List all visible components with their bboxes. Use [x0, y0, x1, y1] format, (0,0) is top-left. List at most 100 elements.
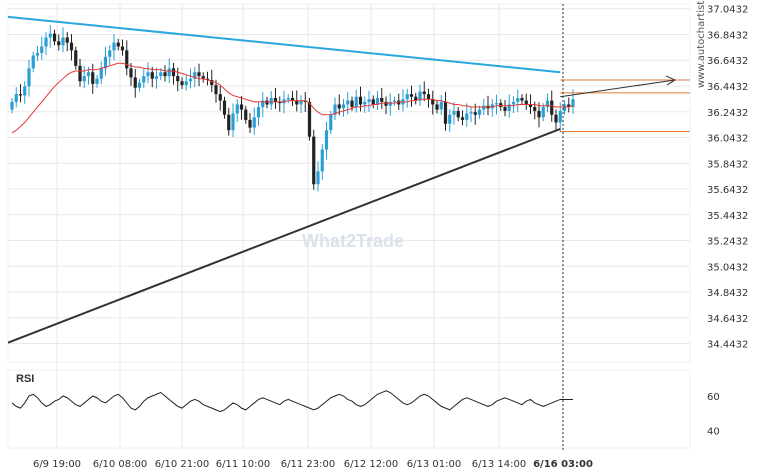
candle-body — [558, 110, 562, 123]
candle-body — [469, 112, 473, 114]
candle-body — [40, 46, 44, 53]
candle-body — [307, 101, 312, 137]
candle-body — [27, 68, 31, 87]
brand-text: www.autochartist.com — [696, 0, 707, 88]
breakout-arrow-head — [665, 75, 677, 86]
candle-body — [537, 110, 541, 118]
price-tick-label: 35.6432 — [707, 185, 748, 196]
candle-body — [409, 94, 414, 97]
candle-body — [448, 114, 452, 124]
rsi-line — [11, 390, 573, 413]
candle-body — [333, 104, 337, 115]
candle-body — [490, 104, 494, 109]
candle-body — [392, 100, 397, 102]
price-tick-label: 35.0432 — [707, 262, 748, 273]
time-tick-label: 6/13 14:00 — [472, 459, 526, 470]
candle-body — [146, 72, 150, 77]
candle-body — [61, 37, 65, 46]
upper-trend-line — [7, 15, 561, 74]
candle-body — [120, 46, 125, 51]
candle-body — [337, 104, 341, 109]
price-tick-label: 34.4432 — [707, 340, 748, 351]
candle-body — [273, 98, 278, 102]
candle-body — [282, 99, 286, 104]
candle-body — [533, 107, 537, 111]
candle-body — [163, 72, 167, 77]
candle-body — [133, 77, 137, 88]
candle-body — [239, 104, 244, 110]
candle-body — [74, 50, 78, 66]
candle-body — [477, 109, 482, 115]
rsi-panel-frame — [7, 369, 691, 449]
candle-body — [176, 76, 180, 82]
candle-body — [431, 99, 435, 105]
candle-body — [329, 114, 333, 131]
candle-body — [142, 76, 146, 83]
candle-body — [341, 104, 346, 109]
watermark-text: What2Trade — [302, 231, 404, 251]
candle-body — [125, 50, 129, 69]
candle-body — [418, 91, 422, 101]
candle-body — [116, 42, 120, 47]
candle-body — [316, 171, 320, 185]
candle-body — [571, 99, 575, 108]
candle-body — [567, 104, 571, 108]
candle-body — [69, 42, 74, 51]
candle-body — [269, 98, 273, 105]
candle-body — [103, 56, 108, 69]
candle-body — [465, 113, 469, 120]
price-tick-label: 36.0432 — [707, 134, 748, 145]
candle-body — [290, 98, 295, 101]
candle-body — [261, 100, 265, 108]
candle-body — [435, 104, 439, 110]
candle-body — [231, 113, 235, 131]
candle-body — [460, 117, 465, 120]
time-tick-label: 6/10 21:00 — [155, 459, 209, 470]
candle-body — [528, 104, 533, 108]
candle-body — [14, 94, 18, 102]
candle-body — [188, 78, 193, 82]
candle-body — [222, 100, 227, 115]
rsi-tick-label: 40 — [707, 427, 720, 438]
candle-body — [286, 98, 290, 100]
candle-body — [405, 94, 409, 100]
candle-body — [31, 55, 35, 69]
candle-body — [354, 96, 358, 108]
candle-body — [380, 98, 384, 102]
candle-body — [520, 98, 524, 101]
candle-body — [545, 100, 550, 108]
candle-body — [503, 107, 507, 111]
candle-body — [218, 94, 222, 101]
candle-body — [524, 100, 528, 105]
candle-body — [23, 86, 27, 96]
candle-body — [303, 100, 307, 102]
candle-body — [511, 101, 516, 105]
candle-body — [91, 72, 95, 84]
candle-body — [167, 68, 171, 77]
candle-body — [367, 99, 371, 102]
price-tick-label: 34.8432 — [707, 288, 748, 299]
candle-body — [439, 101, 443, 110]
candle-body — [248, 119, 252, 128]
candle-body — [205, 78, 210, 80]
candle-body — [350, 100, 354, 108]
price-tick-label: 35.2432 — [707, 237, 748, 248]
candle-body — [256, 107, 261, 118]
breakout-arrow-line — [560, 79, 676, 98]
rsi-panel-label: RSI — [16, 373, 34, 385]
candle-body — [541, 107, 545, 118]
price-tick-label: 36.2432 — [707, 108, 748, 119]
candle-body — [507, 104, 511, 111]
candle-body — [201, 76, 205, 79]
candle-body — [108, 50, 112, 57]
candle-body — [180, 81, 184, 86]
candle-body — [235, 104, 239, 114]
candle-body — [129, 68, 133, 78]
candle-body — [65, 37, 69, 43]
candle-body — [244, 109, 248, 120]
candle-body — [320, 149, 324, 172]
candle-body — [358, 96, 363, 105]
moving-average-line — [11, 62, 574, 134]
candle-body — [210, 79, 214, 86]
